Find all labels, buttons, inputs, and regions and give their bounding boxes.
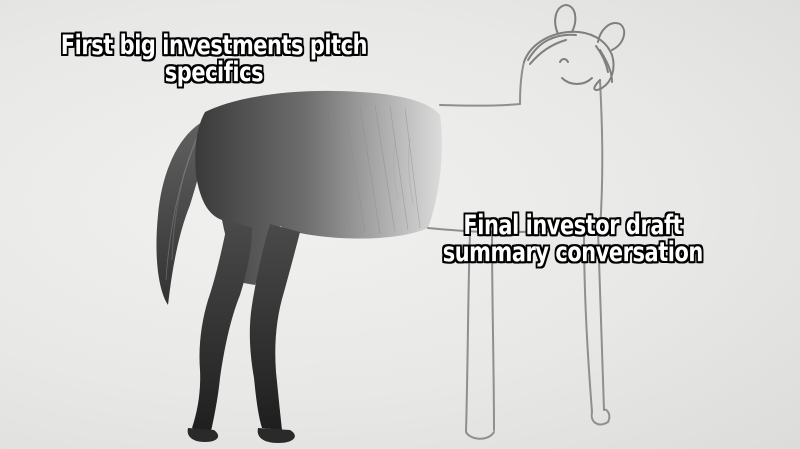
horse-rear-leg-front	[249, 224, 300, 443]
horse-body-realistic	[195, 90, 442, 285]
horse-sketch-front	[427, 61, 611, 440]
horse-sketch-head	[523, 4, 626, 91]
horse-rear-leg-back	[187, 220, 252, 442]
caption-top: First big investments pitch specifics	[60, 30, 368, 88]
caption-right: Final investor draft summary conversatio…	[442, 210, 704, 268]
